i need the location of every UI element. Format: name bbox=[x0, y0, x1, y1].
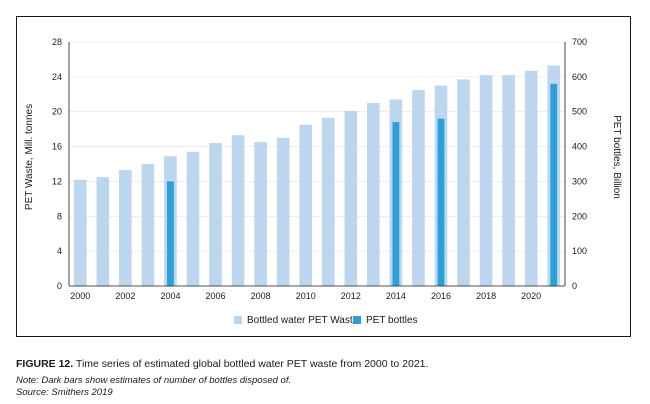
bar-pet-bottles-2014 bbox=[392, 122, 400, 287]
y-tick-left: 16 bbox=[52, 142, 62, 152]
figure-label: FIGURE 12. bbox=[16, 358, 74, 370]
y-tick-left: 12 bbox=[52, 176, 62, 186]
bar-bottled-water-2018 bbox=[479, 75, 493, 286]
chart-frame: 0 4 8 12 16 20 24 28 0 100 200 300 400 500 600 700 200… bbox=[16, 16, 631, 337]
y-tick-right: 100 bbox=[572, 246, 587, 256]
x-tick-label: 2006 bbox=[206, 291, 226, 301]
legend-swatch-pet-bottles bbox=[353, 316, 361, 324]
bar-bottled-water-2009 bbox=[276, 137, 290, 286]
legend-label-bottled-water: Bottled water PET Waste bbox=[247, 315, 359, 326]
x-tick-label: 2002 bbox=[115, 291, 135, 301]
bar-bottled-water-2006 bbox=[209, 143, 222, 286]
x-tick-label: 2004 bbox=[160, 291, 180, 301]
x-tick-label: 2000 bbox=[70, 291, 90, 301]
source-line: Source: Smithers 2019 bbox=[16, 387, 113, 398]
y-axis-title-right: PET bottles, Billion bbox=[611, 115, 622, 199]
y-tick-left: 24 bbox=[52, 72, 62, 82]
figure-caption-text: Time series of estimated global bottled … bbox=[73, 358, 429, 370]
bar-bottled-water-2010 bbox=[299, 124, 313, 287]
bar-bottled-water-2008 bbox=[254, 142, 267, 286]
bar-bottled-water-2011 bbox=[321, 117, 335, 286]
x-tick-label: 2018 bbox=[476, 291, 496, 301]
note-line: Note: Dark bars show estimates of number… bbox=[16, 375, 292, 386]
bar-bottled-water-2003 bbox=[141, 164, 155, 286]
bar-bottled-water-2015 bbox=[412, 89, 425, 286]
y-tick-left: 8 bbox=[57, 211, 62, 221]
x-tick-label: 2016 bbox=[431, 291, 451, 301]
y-tick-left: 20 bbox=[52, 107, 62, 117]
bar-bottled-water-2002 bbox=[119, 170, 132, 286]
y-tick-right: 500 bbox=[572, 107, 587, 117]
y-tick-right: 600 bbox=[572, 72, 587, 82]
y-tick-left: 0 bbox=[57, 281, 62, 291]
figure-caption: FIGURE 12. Time series of estimated glob… bbox=[16, 358, 636, 371]
bar-pet-bottles-2021 bbox=[550, 83, 558, 286]
bar-bottled-water-2005 bbox=[186, 151, 200, 286]
legend-swatch-bottled-water bbox=[234, 316, 242, 324]
y-tick-left: 4 bbox=[57, 246, 62, 256]
y-tick-right: 700 bbox=[572, 37, 587, 47]
bar-pet-bottles-2016 bbox=[437, 118, 445, 286]
bar-bottled-water-2017 bbox=[457, 79, 470, 286]
bar-pet-bottles-2004 bbox=[167, 181, 174, 286]
x-tick-label: 2014 bbox=[386, 291, 406, 301]
bar-bottled-water-2007 bbox=[231, 135, 245, 286]
bar-bottled-water-2001 bbox=[96, 177, 110, 286]
y-tick-left: 28 bbox=[52, 37, 62, 47]
legend-label-pet-bottles: PET bottles bbox=[366, 315, 418, 326]
figure-note: Note: Dark bars show estimates of number… bbox=[16, 375, 636, 399]
x-tick-label: 2020 bbox=[521, 291, 541, 301]
x-tick-label: 2012 bbox=[341, 291, 361, 301]
bar-bottled-water-2019 bbox=[502, 75, 515, 286]
bar-bottled-water-2012 bbox=[344, 110, 358, 286]
y-tick-right: 200 bbox=[572, 211, 587, 221]
bar-bottled-water-2013 bbox=[367, 103, 380, 286]
y-tick-right: 300 bbox=[572, 176, 587, 186]
y-tick-right: 0 bbox=[572, 281, 577, 291]
bar-bottled-water-2000 bbox=[73, 179, 87, 286]
x-tick-label: 2010 bbox=[296, 291, 316, 301]
y-axis-title-left: PET Waste, Mill. tonnes bbox=[24, 104, 35, 210]
x-tick-label: 2008 bbox=[251, 291, 271, 301]
y-tick-right: 400 bbox=[572, 142, 587, 152]
chart: 0 4 8 12 16 20 24 28 0 100 200 300 400 500 600 700 200… bbox=[24, 37, 622, 326]
legend: Bottled water PET Waste PET bottles bbox=[234, 315, 418, 326]
bar-bottled-water-2020 bbox=[524, 70, 538, 286]
